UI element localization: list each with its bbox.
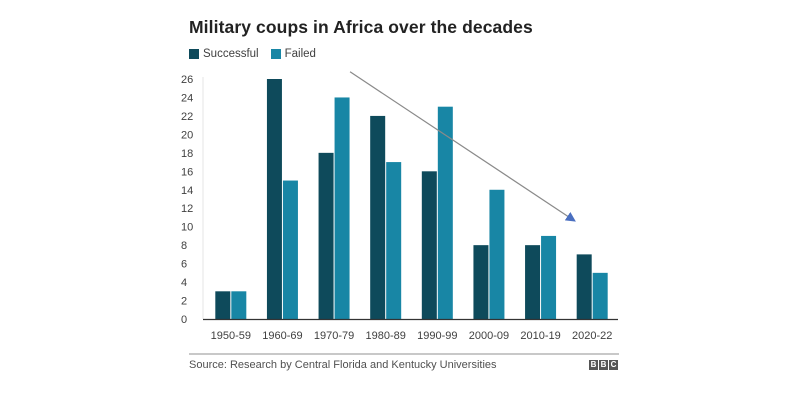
logo-letter: C: [609, 360, 618, 370]
y-tick-label: 16: [181, 166, 193, 178]
bars: [215, 79, 608, 319]
y-tick-label: 2: [181, 296, 187, 308]
bar-successful-1950-59: [215, 291, 231, 319]
bar-successful-1990-99: [421, 171, 437, 319]
x-tick-label: 2010-19: [520, 330, 560, 342]
bar-failed-2000-09: [489, 189, 505, 319]
legend-item-successful: Successful: [189, 48, 259, 60]
logo-letter: B: [599, 360, 608, 370]
bar-failed-2020-22: [592, 272, 608, 319]
bar-failed-1950-59: [231, 291, 247, 319]
y-tick-label: 10: [181, 222, 193, 234]
x-tick-label: 1960-69: [262, 330, 302, 342]
bar-failed-1970-79: [334, 97, 350, 319]
legend-label-successful: Successful: [203, 48, 259, 60]
bar-failed-1980-89: [386, 162, 402, 319]
y-tick-label: 0: [181, 314, 187, 326]
bar-successful-2000-09: [473, 245, 489, 319]
annotations: [349, 71, 576, 222]
bar-successful-1960-69: [266, 79, 282, 319]
legend-label-failed: Failed: [284, 48, 316, 60]
trend-arrow: [349, 71, 576, 222]
y-tick-label: 22: [181, 111, 193, 123]
y-tick-label: 18: [181, 148, 193, 160]
bar-failed-1960-69: [282, 180, 298, 319]
y-tick-label: 26: [181, 74, 193, 86]
y-tick-label: 8: [181, 240, 187, 252]
bar-failed-1990-99: [437, 106, 453, 319]
y-tick-label: 14: [181, 185, 193, 197]
legend: Successful Failed: [189, 48, 328, 60]
x-axis: 1950-59 1960-69 1970-79 1980-89 1990-99 2000-…: [203, 318, 618, 342]
bar-failed-2010-19: [541, 235, 557, 319]
bar-successful-1980-89: [370, 115, 386, 319]
x-tick-label: 2000-09: [469, 330, 509, 342]
x-tick-label: 1990-99: [417, 330, 457, 342]
bar-successful-2020-22: [576, 254, 592, 319]
legend-swatch-successful: [189, 49, 199, 59]
legend-item-failed: Failed: [270, 48, 316, 60]
y-tick-label: 12: [181, 203, 193, 215]
source-divider: [189, 353, 619, 355]
chart-title: Military coups in Africa over the decade…: [189, 17, 533, 37]
y-tick-label: 24: [181, 92, 193, 104]
y-tick-label: 4: [181, 277, 187, 289]
bar-successful-2010-19: [525, 245, 541, 319]
legend-swatch-failed: [270, 49, 281, 59]
source-note: Source: Research by Central Florida and …: [189, 359, 497, 371]
x-tick-label: 1970-79: [314, 330, 354, 342]
x-tick-label: 2020-22: [572, 330, 612, 342]
logo-letter: B: [589, 360, 598, 370]
bar-successful-1970-79: [318, 152, 334, 319]
y-tick-label: 20: [181, 129, 193, 141]
y-tick-label: 6: [181, 259, 187, 271]
x-tick-label: 1980-89: [366, 330, 406, 342]
x-tick-label: 1950-59: [211, 330, 251, 342]
bbc-logo: B B C: [588, 360, 618, 370]
